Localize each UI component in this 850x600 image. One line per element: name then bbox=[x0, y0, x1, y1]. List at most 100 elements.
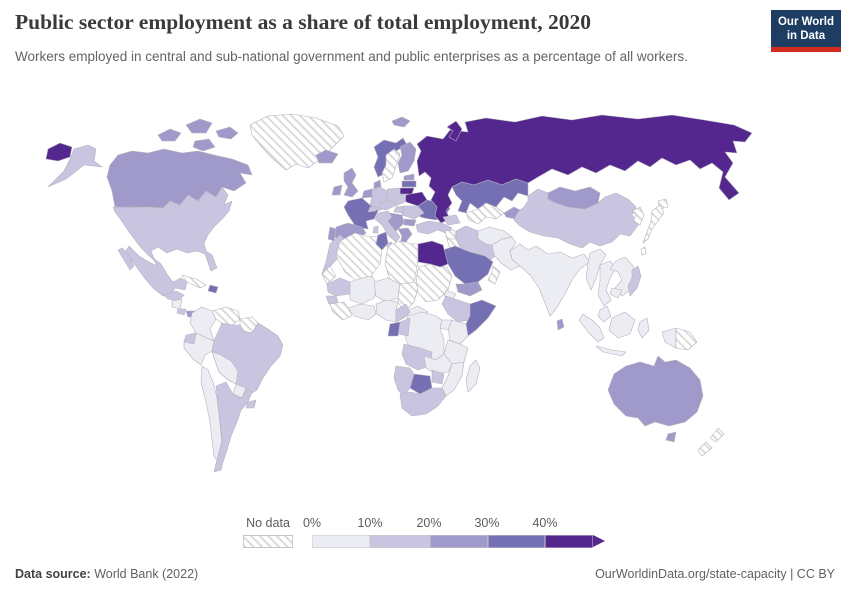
country-estonia[interactable] bbox=[403, 173, 415, 181]
country-colombia[interactable] bbox=[189, 306, 217, 342]
country-indonesia[interactable] bbox=[661, 327, 677, 349]
country-argentina[interactable] bbox=[213, 381, 253, 473]
country-western-sahara[interactable] bbox=[321, 265, 337, 285]
country-united-states[interactable] bbox=[112, 186, 233, 272]
country-thailand[interactable] bbox=[597, 260, 617, 307]
country-russia[interactable] bbox=[45, 142, 73, 162]
credit-link[interactable]: OurWorldinData.org/state-capacity | CC B… bbox=[595, 567, 835, 581]
country-south-africa[interactable] bbox=[399, 387, 447, 417]
country-austria-czechia[interactable] bbox=[377, 200, 398, 211]
country-costa-rica[interactable] bbox=[176, 308, 187, 316]
country-nigeria[interactable] bbox=[375, 299, 399, 323]
country-namibia[interactable] bbox=[393, 365, 415, 397]
owid-logo[interactable]: Our World in Data bbox=[770, 10, 841, 52]
country-dominican-republic[interactable] bbox=[207, 284, 219, 294]
country-lithuania[interactable] bbox=[399, 187, 415, 195]
country-italy[interactable] bbox=[372, 225, 379, 234]
country-zambia[interactable] bbox=[423, 353, 453, 375]
country-cuba[interactable] bbox=[181, 274, 207, 289]
legend-bucket-10-20[interactable] bbox=[370, 535, 430, 548]
country-sweden[interactable] bbox=[381, 148, 401, 183]
country-canada[interactable] bbox=[192, 138, 216, 152]
country-somalia[interactable] bbox=[465, 299, 497, 337]
country-ghana-ivory-coast[interactable] bbox=[347, 303, 377, 321]
country-portugal[interactable] bbox=[327, 226, 337, 242]
country-japan[interactable] bbox=[642, 204, 665, 244]
country-nicaragua[interactable] bbox=[171, 298, 183, 310]
country-syria[interactable] bbox=[444, 229, 457, 240]
country-switzerland[interactable] bbox=[367, 205, 377, 213]
country-indonesia[interactable] bbox=[578, 313, 605, 343]
country-libya[interactable] bbox=[384, 240, 419, 287]
country-latvia[interactable] bbox=[401, 180, 417, 188]
country-mexico[interactable] bbox=[124, 245, 188, 297]
country-cambodia[interactable] bbox=[609, 287, 623, 299]
country-angola[interactable] bbox=[401, 343, 433, 371]
country-australia[interactable] bbox=[607, 355, 704, 427]
country-bulgaria[interactable] bbox=[403, 218, 417, 227]
country-australia[interactable] bbox=[665, 431, 677, 443]
country-caucasus[interactable] bbox=[442, 214, 461, 226]
legend-bucket-40plus[interactable] bbox=[545, 535, 593, 548]
country-malaysia[interactable] bbox=[597, 305, 612, 323]
country-korea[interactable] bbox=[631, 206, 645, 226]
country-ireland[interactable] bbox=[331, 184, 343, 196]
country-romania[interactable] bbox=[401, 205, 425, 220]
country-canada[interactable] bbox=[215, 126, 239, 140]
country-france[interactable] bbox=[343, 197, 379, 230]
country-madagascar[interactable] bbox=[465, 359, 481, 393]
country-denmark[interactable] bbox=[373, 179, 382, 190]
country-cameroon[interactable] bbox=[395, 303, 411, 323]
country-india[interactable] bbox=[509, 243, 591, 317]
country-new-zealand[interactable] bbox=[709, 427, 725, 443]
country-russia[interactable] bbox=[446, 120, 463, 142]
country-guinea[interactable] bbox=[329, 301, 353, 321]
country-sudan[interactable] bbox=[415, 263, 453, 303]
country-oman[interactable] bbox=[487, 265, 501, 285]
country-canada[interactable] bbox=[157, 128, 182, 142]
country-canada[interactable] bbox=[106, 148, 253, 209]
country-kenya[interactable] bbox=[447, 319, 469, 345]
legend-color-bar[interactable] bbox=[312, 535, 605, 548]
country-mexico[interactable] bbox=[117, 247, 135, 271]
country-mongolia[interactable] bbox=[547, 186, 601, 210]
country-indonesia[interactable] bbox=[595, 345, 627, 357]
country-congo[interactable] bbox=[397, 317, 411, 337]
country-gabon[interactable] bbox=[387, 321, 401, 337]
country-new-zealand[interactable] bbox=[697, 441, 713, 457]
world-map[interactable] bbox=[0, 103, 850, 503]
country-venezuela[interactable] bbox=[211, 306, 241, 326]
country-uruguay[interactable] bbox=[245, 399, 257, 409]
country-chad[interactable] bbox=[397, 281, 419, 313]
no-data-swatch[interactable] bbox=[243, 535, 293, 548]
country-mozambique[interactable] bbox=[441, 361, 465, 397]
country-papua-new-guinea[interactable] bbox=[675, 327, 698, 351]
country-yemen[interactable] bbox=[455, 281, 483, 297]
country-philippines[interactable] bbox=[627, 265, 642, 297]
country-kazakhstan[interactable] bbox=[451, 178, 529, 214]
country-zimbabwe[interactable] bbox=[431, 369, 445, 385]
country-tunisia[interactable] bbox=[375, 231, 389, 251]
country-iceland[interactable] bbox=[315, 149, 339, 164]
country-myanmar[interactable] bbox=[585, 248, 607, 291]
legend-bucket-30-40[interactable] bbox=[488, 535, 545, 548]
country-united-kingdom[interactable] bbox=[343, 167, 359, 198]
country-united-states[interactable] bbox=[47, 144, 103, 188]
legend-bucket-0-10[interactable] bbox=[312, 535, 370, 548]
country-guatemala-honduras[interactable] bbox=[163, 290, 185, 302]
country-netherlands-belgium[interactable] bbox=[361, 188, 373, 199]
country-uzbekistan-turkmenistan[interactable] bbox=[465, 202, 505, 225]
country-indonesia[interactable] bbox=[637, 317, 650, 339]
country-svalbard[interactable] bbox=[391, 116, 411, 128]
country-russia[interactable] bbox=[416, 114, 753, 224]
country-algeria[interactable] bbox=[335, 232, 383, 283]
country-italy[interactable] bbox=[374, 210, 401, 243]
country-greece[interactable] bbox=[397, 227, 413, 245]
country-bolivia[interactable] bbox=[211, 351, 239, 385]
country-indonesia[interactable] bbox=[608, 311, 636, 339]
country-senegal[interactable] bbox=[325, 295, 339, 305]
legend-bucket-20-30[interactable] bbox=[430, 535, 488, 548]
country-finland[interactable] bbox=[397, 141, 417, 174]
country-saudi-arabia[interactable] bbox=[442, 245, 494, 285]
country-mali[interactable] bbox=[349, 275, 379, 305]
